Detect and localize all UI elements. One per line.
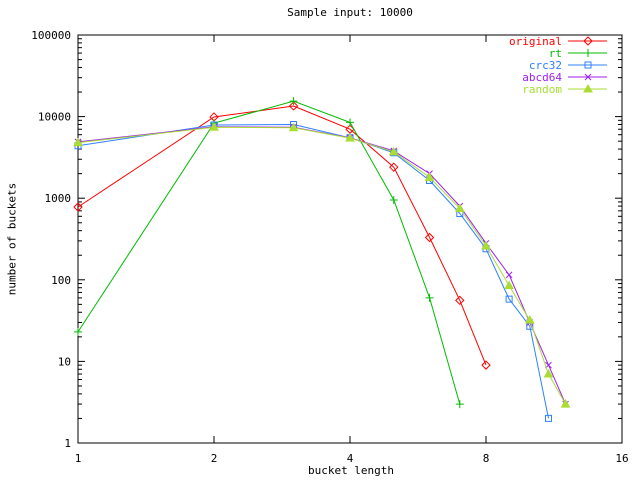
series-marker-random xyxy=(288,122,299,132)
x-axis-label: bucket length xyxy=(307,464,395,477)
series-marker-random xyxy=(481,240,491,250)
series-marker-rt xyxy=(289,97,298,106)
x-tick-label: 1 xyxy=(75,452,82,465)
series-marker-original xyxy=(389,162,399,172)
legend-label-random: random xyxy=(522,83,562,96)
series-marker-original xyxy=(424,232,435,243)
series-marker-random xyxy=(345,133,355,142)
series-marker-random xyxy=(424,172,435,181)
series-marker-rt xyxy=(389,196,398,205)
series-marker-original xyxy=(73,202,83,212)
series-marker-rt xyxy=(425,293,434,302)
series-marker-rt xyxy=(74,327,82,336)
series-marker-original xyxy=(481,360,491,370)
series-line-rt xyxy=(77,100,461,405)
legend-marker-abcd64 xyxy=(584,73,592,81)
y-tick-label: 100 xyxy=(51,274,71,287)
series-marker-original xyxy=(455,295,465,306)
series-line-original xyxy=(77,105,487,366)
series-marker-rt xyxy=(346,118,354,127)
series-marker-original xyxy=(288,101,299,111)
series-line-abcd64 xyxy=(77,126,567,405)
legend-marker-random xyxy=(583,83,593,93)
series-marker-crc32 xyxy=(505,295,513,303)
series-marker-abcd64 xyxy=(505,271,513,279)
chart-title: Sample input: 10000 xyxy=(287,6,413,19)
y-tick-label: 100000 xyxy=(31,29,71,42)
series-marker-random xyxy=(504,280,514,290)
legend-marker-crc32 xyxy=(584,61,592,69)
x-tick-label: 2 xyxy=(211,452,218,465)
y-tick-label: 1000 xyxy=(45,192,72,205)
series-line-crc32 xyxy=(77,123,549,419)
series-marker-random xyxy=(209,122,219,131)
series-marker-random xyxy=(388,146,399,156)
series-marker-random xyxy=(524,315,535,324)
series-marker-random xyxy=(73,137,83,147)
legend-label-original: original xyxy=(509,35,562,48)
y-tick-label: 10000 xyxy=(38,111,71,124)
legend-label-crc32: crc32 xyxy=(529,59,562,72)
series-marker-random xyxy=(454,203,465,212)
plot-border xyxy=(77,34,623,444)
x-tick-label: 8 xyxy=(483,452,490,465)
x-tick-label: 4 xyxy=(347,452,354,465)
legend-marker-original xyxy=(583,36,593,46)
y-axis-label: number of buckets xyxy=(5,182,19,296)
y-tick-label: 1 xyxy=(64,437,71,450)
series-marker-crc32 xyxy=(544,414,552,422)
legend-marker-rt xyxy=(584,49,592,57)
y-tick-label: 10 xyxy=(58,355,71,368)
series-line-random xyxy=(77,126,567,405)
series-marker-rt xyxy=(455,400,464,409)
series-marker-random xyxy=(543,369,554,378)
x-tick-label: 16 xyxy=(615,452,628,465)
legend-label-rt: rt xyxy=(549,47,562,60)
series-marker-random xyxy=(560,399,571,408)
legend-label-abcd64: abcd64 xyxy=(522,71,562,84)
